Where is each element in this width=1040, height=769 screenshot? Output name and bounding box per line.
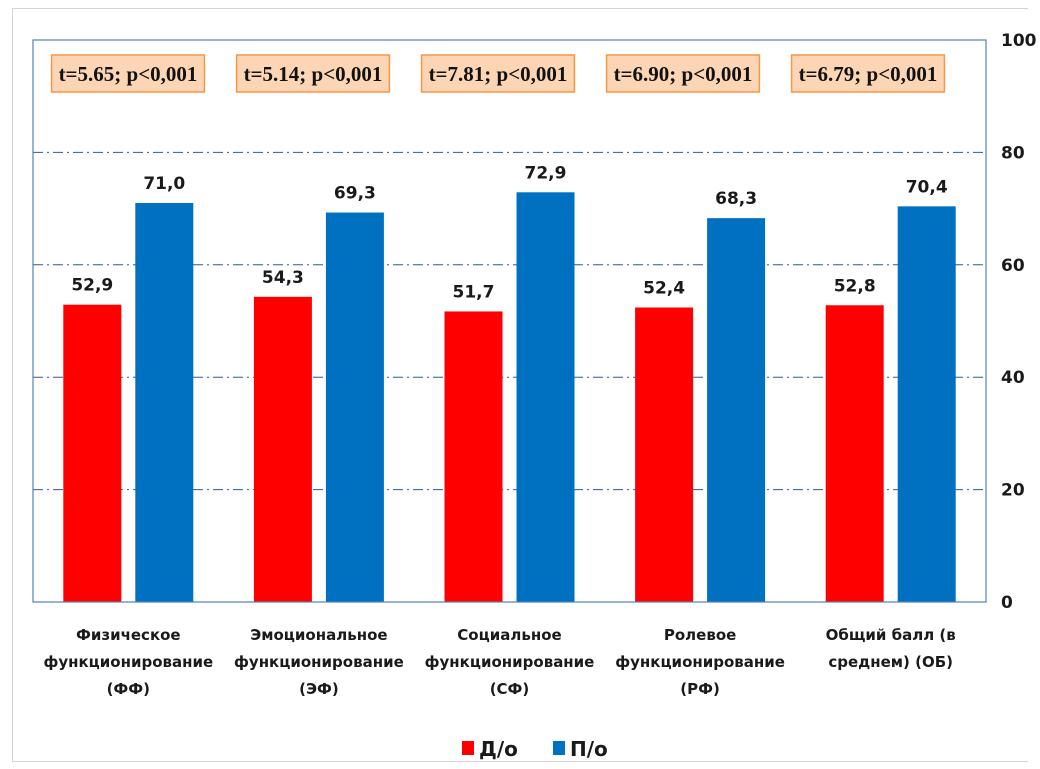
data-label: 54,3 (262, 268, 304, 288)
annotation-text: t=7.81; p<0,001 (429, 62, 568, 86)
chart-frame (12, 8, 1028, 762)
annotation-box: t=6.90; p<0,001 (605, 54, 761, 93)
data-label: 71,0 (143, 174, 185, 194)
y-tick-label: 0 (1001, 593, 1013, 613)
bars (63, 192, 956, 603)
data-label: 51,7 (453, 282, 495, 302)
annotation-background (50, 54, 206, 93)
category-label: Социальное функционирование (СФ) (425, 626, 595, 698)
bar-po-1 (325, 212, 384, 602)
annotation-text: t=6.90; p<0,001 (614, 62, 753, 86)
annotation-background (605, 54, 761, 93)
bar-do-1 (253, 296, 312, 602)
y-tick-label: 80 (1001, 143, 1025, 163)
annotation-text: t=6.79; p<0,001 (799, 62, 938, 86)
plot-border (32, 39, 987, 603)
y-tick-label: 20 (1001, 481, 1025, 501)
y-tick-label: 100 (1001, 31, 1037, 51)
bar-po-2 (516, 192, 575, 602)
plot-area-border (32, 39, 987, 603)
annotation-background (790, 54, 946, 93)
data-label: 70,4 (906, 177, 948, 197)
data-label: 72,9 (525, 163, 567, 183)
x-axis-categories: Физическое функционирование (ФФ) Эмоциональ… (43, 626, 955, 698)
bar-do-0 (63, 304, 122, 602)
category-label: Ролевое функционирование (РФ) (615, 626, 785, 698)
bar-do-4 (825, 305, 884, 602)
category-label: Общий балл (в среднем) (ОБ) (826, 626, 956, 671)
y-tick-label: 40 (1001, 368, 1025, 388)
annotation-background (235, 54, 391, 93)
category-label: Эмоциональное функционирование (ЭФ) (234, 626, 404, 698)
legend-label: Д/о (479, 737, 518, 761)
bar-po-3 (707, 218, 766, 603)
bar-do-2 (444, 311, 503, 602)
t-test-annotations: t=5.65; p<0,001 t=5.14; p<0,001 t=7.81; p<… (50, 54, 946, 93)
legend-swatch (553, 741, 565, 755)
legend-label: П/о (570, 737, 608, 761)
category-label: Физическое функционирование (ФФ) (43, 626, 213, 698)
data-labels: 52,9 54,3 51,7 52,4 52,8 71,0 69,3 72,9 68,3 70,4 (71, 163, 948, 302)
data-label: 52,8 (834, 276, 876, 296)
annotation-box: t=7.81; p<0,001 (420, 54, 576, 93)
legend: Д/о П/о (462, 737, 608, 761)
y-tick-label: 60 (1001, 256, 1025, 276)
annotation-box: t=5.14; p<0,001 (235, 54, 391, 93)
annotation-text: t=5.65; p<0,001 (59, 62, 198, 86)
annotation-background (420, 54, 576, 93)
data-label: 52,4 (643, 279, 685, 299)
annotation-box: t=6.79; p<0,001 (790, 54, 946, 93)
annotation-box: t=5.65; p<0,001 (50, 54, 206, 93)
bar-po-4 (897, 206, 956, 603)
data-label: 68,3 (715, 189, 757, 209)
bar-po-0 (135, 202, 194, 603)
bar-do-3 (635, 307, 694, 602)
data-label: 69,3 (334, 184, 376, 204)
legend-swatch (462, 741, 474, 755)
y-axis-ticks: 0 20 40 60 80 100 (1001, 31, 1037, 613)
annotation-text: t=5.14; p<0,001 (244, 62, 383, 86)
legend-item-po: П/о (553, 737, 608, 761)
legend-item-do: Д/о (462, 737, 518, 761)
data-label: 52,9 (71, 276, 113, 296)
